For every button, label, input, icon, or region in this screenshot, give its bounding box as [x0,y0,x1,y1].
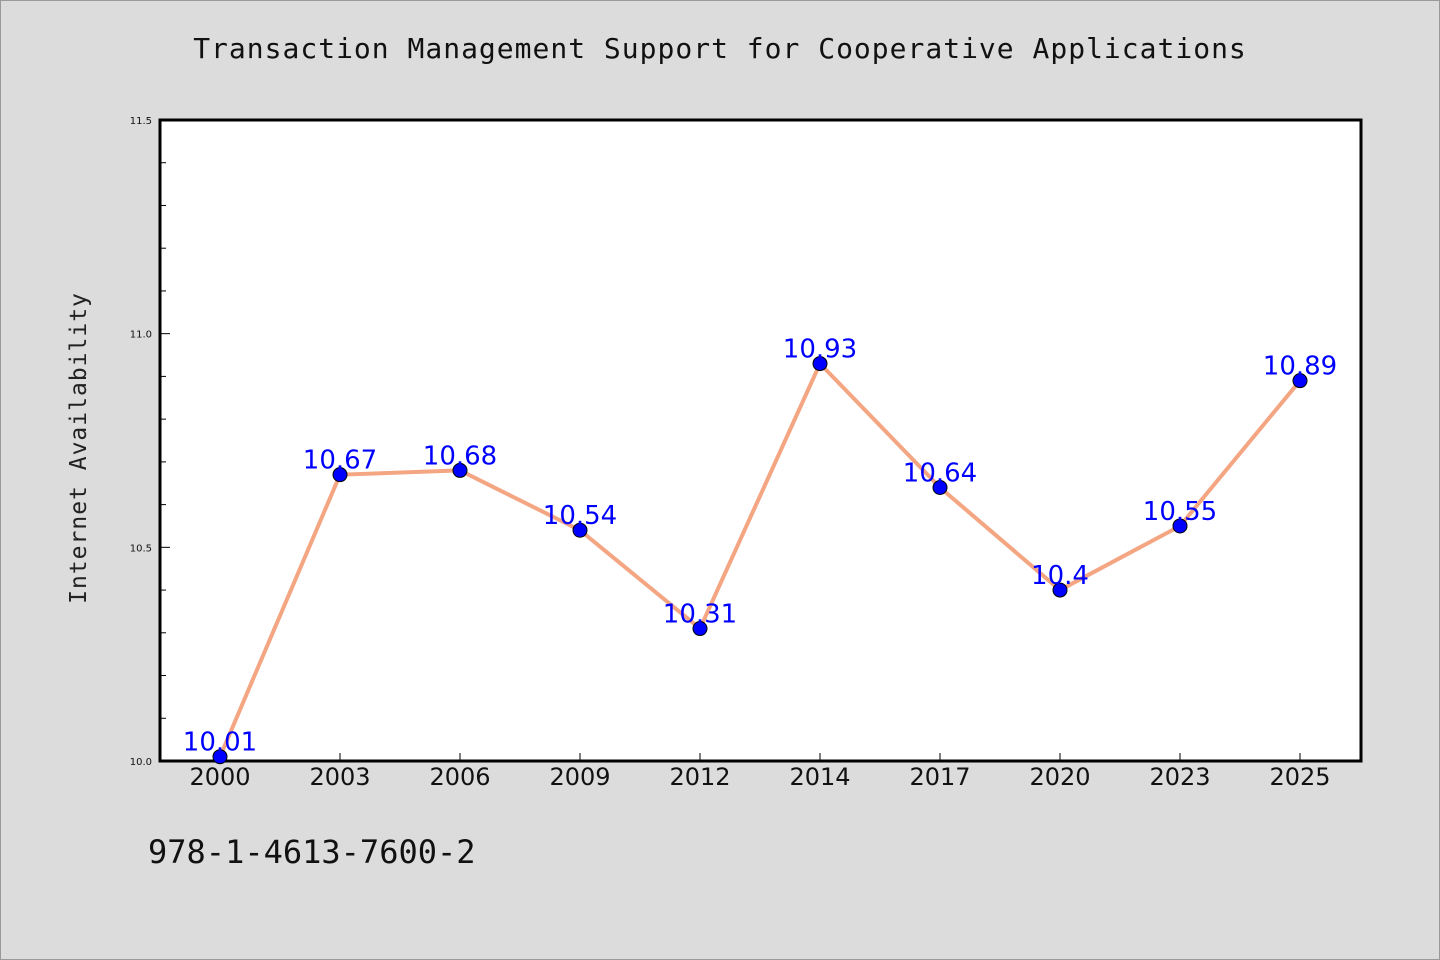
data-label: 10.4 [1031,561,1089,591]
x-tick-label: 2023 [1149,763,1210,791]
y-tick-label: 10.5 [130,543,152,554]
data-point [212,749,228,765]
x-tick-label: 2003 [309,763,370,791]
data-label: 10.93 [783,335,857,365]
data-point [572,522,588,538]
data-point [1292,373,1308,389]
x-tick-label: 2020 [1029,763,1090,791]
data-label: 10.68 [423,441,497,471]
data-label: 10.31 [663,600,737,630]
data-label: 10.64 [903,459,977,489]
data-point [692,621,708,637]
data-point [812,356,828,372]
x-tick-label: 2017 [909,763,970,791]
data-label: 10.55 [1143,497,1217,527]
data-point [332,467,348,483]
y-tick-label: 11.5 [130,116,152,127]
x-tick-label: 2012 [669,763,730,791]
x-tick-label: 2025 [1269,763,1330,791]
data-label: 10.89 [1263,352,1337,382]
y-tick-label: 11.0 [130,330,152,341]
data-label: 10.67 [303,446,377,476]
data-point [452,462,468,478]
x-tick-label: 2009 [549,763,610,791]
data-label: 10.54 [543,501,617,531]
x-tick-label: 2000 [189,763,250,791]
x-tick-label: 2006 [429,763,490,791]
y-tick-label: 10.0 [130,757,152,768]
y-axis-label: Internet Availability [66,292,92,604]
data-point [1052,582,1068,598]
series-line [218,361,1302,759]
data-point [932,480,948,496]
x-tick-label: 2014 [789,763,850,791]
chart-title: Transaction Management Support for Coope… [193,32,1247,65]
data-label: 10.01 [183,728,257,758]
plot-area [158,118,1363,763]
data-point [1172,518,1188,534]
isbn-footer: 978-1-4613-7600-2 [148,833,476,871]
